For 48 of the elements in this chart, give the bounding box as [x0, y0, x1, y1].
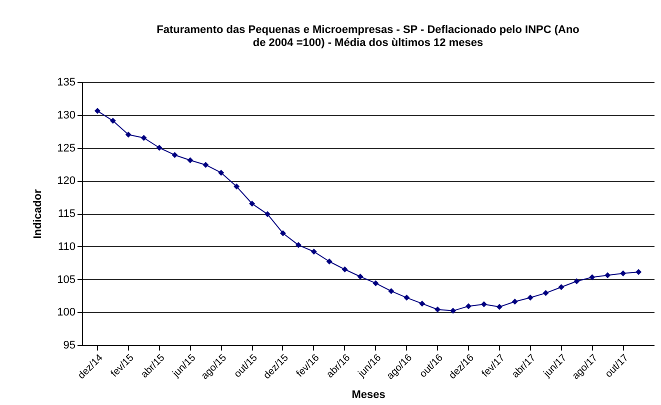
point [310, 248, 317, 255]
point [512, 298, 518, 305]
point [218, 170, 224, 176]
point [187, 157, 194, 164]
point [202, 162, 209, 168]
point [636, 269, 642, 276]
point [94, 108, 100, 114]
y-tick-label: 120 [57, 175, 76, 188]
y-tick-label: 125 [57, 142, 76, 154]
point [574, 278, 580, 284]
y-tick-label: 110 [58, 240, 76, 253]
y-tick-label: 100 [57, 306, 76, 319]
point [110, 118, 116, 124]
point [357, 274, 364, 280]
point [372, 280, 379, 286]
point [480, 301, 487, 308]
point [404, 294, 410, 301]
point [419, 300, 426, 307]
point [527, 294, 534, 301]
point [620, 270, 626, 276]
point [172, 152, 178, 158]
point [326, 258, 332, 264]
point [125, 132, 132, 138]
point [496, 304, 502, 310]
y-tick-label: 130 [57, 109, 76, 122]
point [234, 184, 240, 190]
y-axis-title: Indicador [32, 188, 44, 239]
point [558, 284, 564, 290]
y-tick-label: 135 [57, 76, 76, 88]
point [140, 134, 147, 141]
point [434, 306, 441, 312]
point [249, 200, 256, 207]
point [264, 211, 271, 218]
y-tick-label: 115 [58, 208, 76, 220]
point [295, 242, 302, 248]
point [450, 308, 456, 314]
point [280, 230, 286, 236]
y-tick-label: 105 [57, 274, 76, 286]
point [589, 274, 596, 280]
chart-title: Faturamento das Pequenas e Microempresas - SP - Deflacionado pelo INPC (Ano de 2004 =100) - Média dos ùltimos 12 meses [156, 24, 580, 49]
point [604, 272, 611, 278]
point [342, 266, 348, 272]
point [465, 303, 472, 310]
point [388, 288, 394, 294]
x-axis-title: Meses [352, 389, 386, 402]
point [542, 290, 549, 296]
point [156, 144, 162, 151]
y-tick-label: 95 [63, 340, 76, 352]
